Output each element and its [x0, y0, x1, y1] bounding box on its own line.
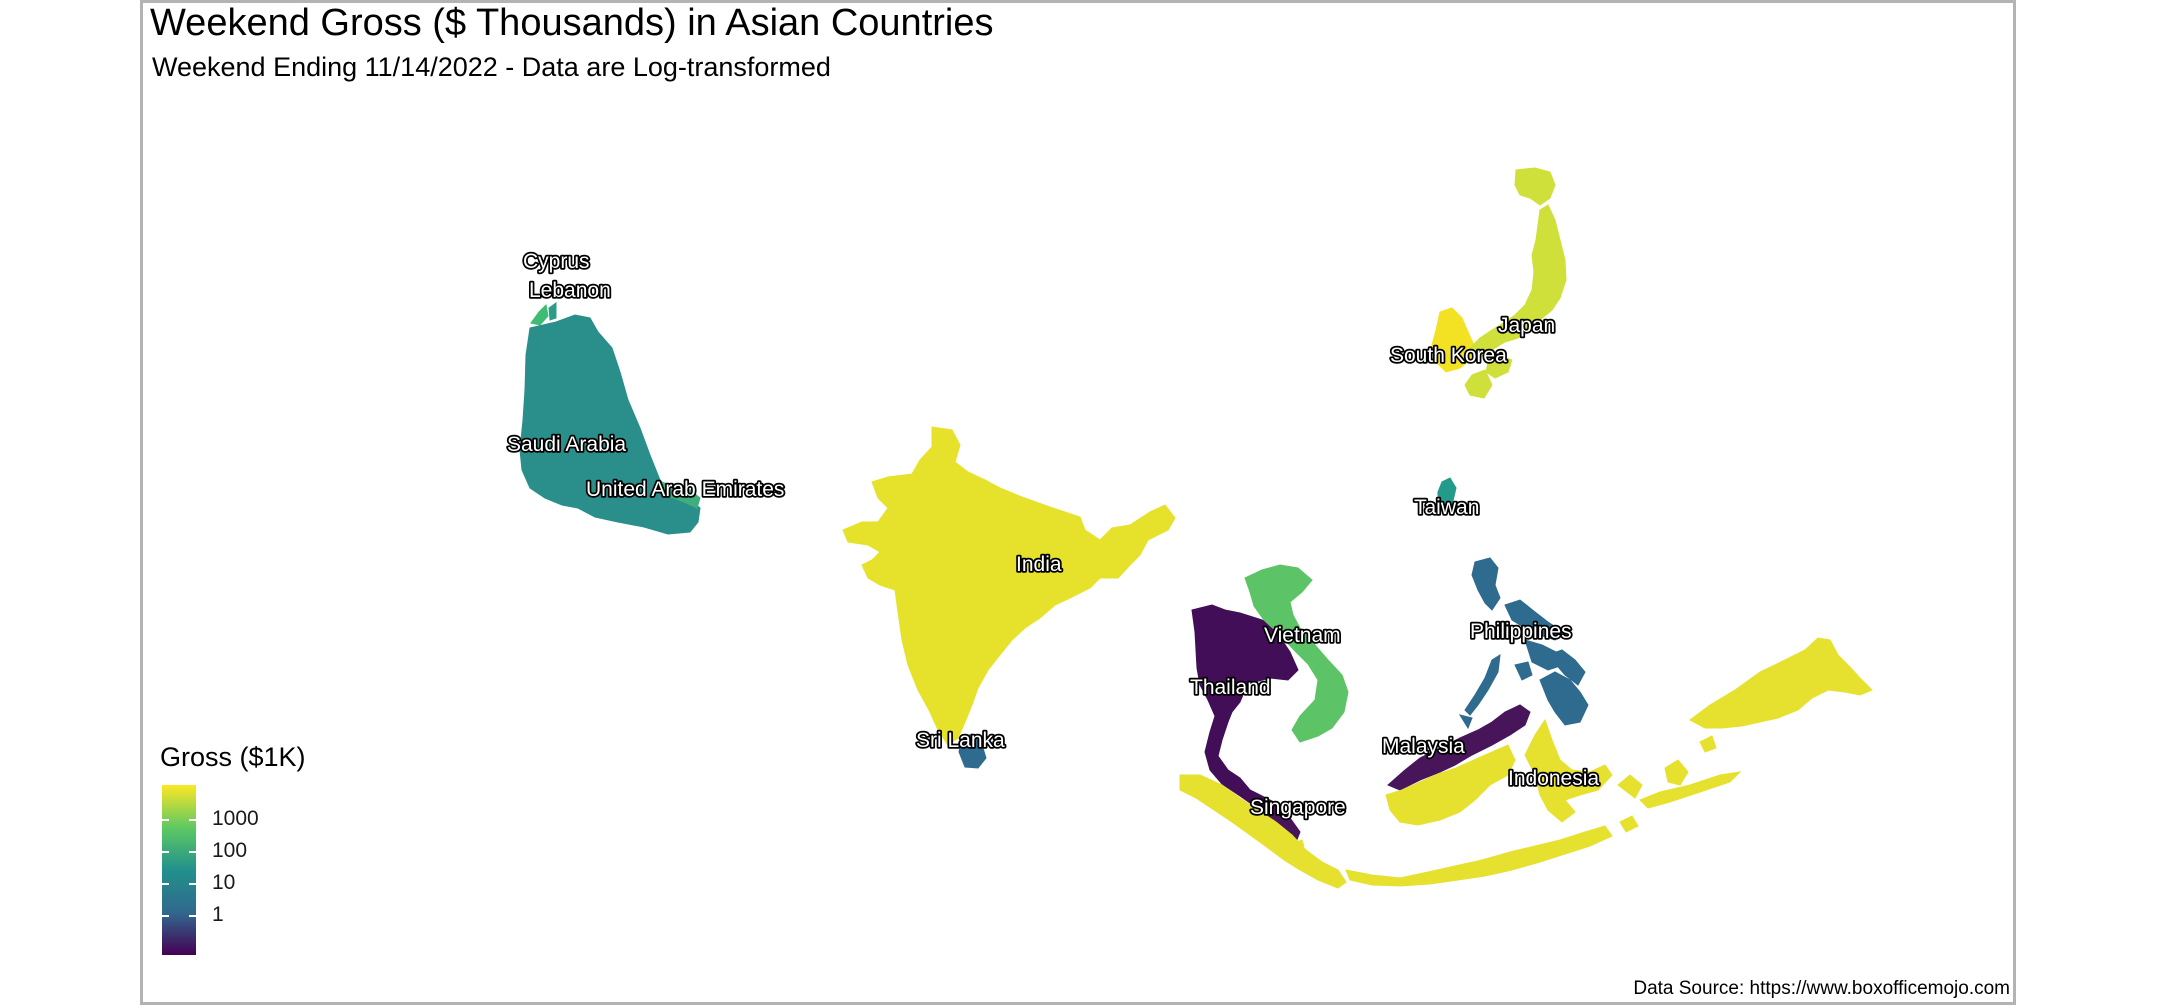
legend-label-1: 1: [212, 903, 224, 926]
label-thailand: Thailand: [1190, 676, 1271, 699]
map-subtitle: Weekend Ending 11/14/2022 - Data are Log…: [152, 52, 831, 82]
label-lebanon: Lebanon: [529, 279, 611, 302]
region-taiwan[interactable]: [1437, 477, 1457, 516]
region-japan[interactable]: [1464, 167, 1567, 399]
label-saudi-arabia: Saudi Arabia: [507, 433, 626, 456]
legend-title: Gross ($1K): [160, 742, 306, 772]
label-malaysia: Malaysia: [1382, 735, 1465, 758]
region-cyprus[interactable]: [530, 303, 549, 326]
region-indonesia[interactable]: [1179, 637, 1873, 889]
label-sri-lanka: Sri Lanka: [916, 729, 1005, 752]
map-title: Weekend Gross ($ Thousands) in Asian Cou…: [150, 2, 994, 44]
legend-label-100: 100: [212, 839, 248, 862]
legend-colorbar: [162, 785, 196, 955]
label-vietnam: Vietnam: [1264, 624, 1341, 647]
label-japan: Japan: [1498, 314, 1555, 337]
region-lebanon[interactable]: [548, 302, 557, 321]
label-south-korea: South Korea: [1390, 344, 1507, 367]
region-sri-lanka[interactable]: [958, 733, 987, 769]
region-philippines[interactable]: [1458, 557, 1589, 730]
label-indonesia: Indonesia: [1508, 767, 1599, 790]
region-thailand[interactable]: [1191, 604, 1299, 813]
legend-label-1000: 1000: [212, 807, 259, 830]
label-uae: United Arab Emirates: [586, 478, 784, 501]
label-cyprus: Cyprus: [523, 250, 590, 273]
region-saudi-arabia[interactable]: [519, 314, 701, 535]
label-singapore: Singapore: [1250, 796, 1346, 819]
region-vietnam[interactable]: [1244, 564, 1349, 743]
region-india[interactable]: [842, 426, 1176, 746]
label-philippines: Philippines: [1470, 620, 1572, 643]
region-south-korea[interactable]: [1431, 307, 1475, 373]
legend-label-10: 10: [212, 871, 236, 894]
data-source-caption: Data Source: https://www.boxofficemojo.c…: [1633, 978, 2010, 999]
label-taiwan: Taiwan: [1414, 496, 1479, 519]
plot-frame: [140, 0, 2016, 1005]
region-uae[interactable]: [659, 481, 701, 509]
label-india: India: [1016, 553, 1062, 576]
